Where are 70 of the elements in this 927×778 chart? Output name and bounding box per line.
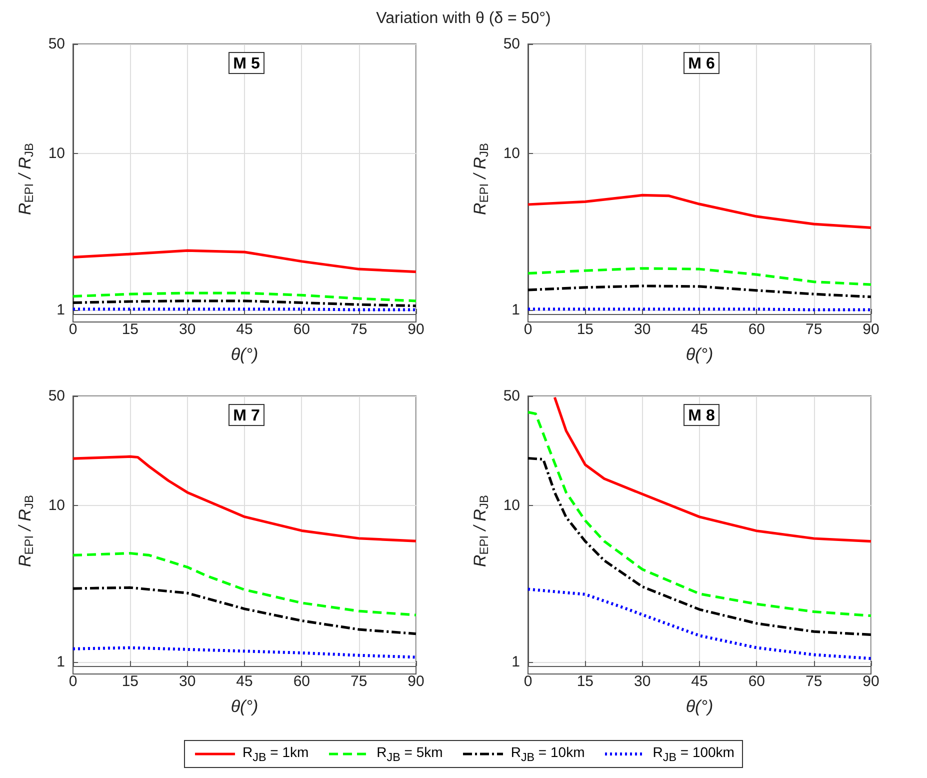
y-tick-label: 1 — [56, 653, 65, 670]
y-tick-label: 50 — [503, 36, 520, 52]
x-tick-label: 90 — [862, 673, 880, 690]
x-tick-label: 75 — [350, 673, 368, 690]
x-tick-label: 75 — [805, 321, 822, 338]
x-tick-label: 45 — [236, 321, 253, 338]
y-tick-label: 1 — [512, 653, 520, 670]
x-tick-label: 30 — [178, 673, 196, 690]
x-tick-label: 15 — [576, 673, 594, 690]
y-axis-title: REPI / RJB — [16, 494, 36, 568]
line-series — [526, 267, 872, 286]
y-tick-label: 50 — [503, 388, 520, 404]
y-tick-label: 10 — [48, 496, 65, 514]
x-tick-label: 75 — [805, 673, 822, 690]
legend-label: R$_{JB}$ = 10km — [510, 744, 585, 764]
x-axis-title: θ(°) — [230, 697, 258, 716]
line-series — [526, 194, 872, 229]
x-tick-label: 60 — [748, 673, 766, 690]
y-tick-label: 10 — [503, 496, 520, 514]
x-axis-title: θ(°) — [686, 345, 714, 364]
text: M 8 — [688, 408, 715, 424]
x-tick-label: 45 — [236, 673, 253, 690]
line-series — [553, 396, 872, 543]
x-axis-title: θ(°) — [686, 697, 714, 716]
x-tick-label: 30 — [634, 321, 651, 338]
y-tick-label: 1 — [512, 301, 520, 318]
legend-label: R$_{JB}$ = 5km — [376, 744, 443, 764]
x-tick-label: 0 — [524, 321, 532, 338]
text: M 7 — [233, 408, 260, 424]
x-tick-label: 60 — [293, 673, 310, 690]
y-tick-label: 50 — [48, 36, 65, 52]
line-series — [72, 586, 418, 636]
line-series — [526, 410, 872, 618]
x-tick-label: 30 — [634, 673, 651, 690]
text: M 5 — [233, 56, 260, 72]
text: Variation with θ (δ = 50°) — [376, 10, 551, 27]
x-tick-label: 0 — [524, 673, 532, 690]
y-tick-label: 50 — [48, 388, 65, 404]
line-series — [526, 588, 872, 660]
x-tick-label: 60 — [293, 321, 310, 338]
line-series — [72, 292, 418, 302]
x-tick-label: 15 — [576, 321, 594, 338]
x-axis-title: θ(°) — [230, 345, 258, 364]
x-tick-label: 0 — [68, 673, 78, 690]
text: M 6 — [688, 56, 715, 72]
line-series — [72, 646, 418, 659]
x-tick-label: 0 — [68, 321, 78, 338]
x-tick-label: 45 — [691, 673, 708, 690]
line-series — [72, 552, 418, 616]
line-series — [526, 456, 872, 636]
x-tick-label: 90 — [408, 321, 424, 338]
x-tick-label: 75 — [350, 321, 368, 338]
y-axis-title: REPI / RJB — [470, 142, 491, 216]
line-series — [72, 249, 418, 274]
y-tick-label: 10 — [48, 144, 65, 162]
x-tick-label: 60 — [748, 321, 766, 338]
line-series — [72, 455, 418, 542]
y-tick-label: 1 — [56, 301, 65, 318]
x-tick-label: 15 — [122, 321, 139, 338]
legend-label: R$_{JB}$ = 1km — [242, 744, 309, 764]
x-tick-label: 30 — [178, 321, 196, 338]
y-tick-label: 10 — [503, 144, 520, 162]
x-tick-label: 45 — [691, 321, 708, 338]
x-tick-label: 90 — [862, 321, 880, 338]
line-series — [526, 284, 872, 298]
legend-label: R$_{JB}$ = 100km — [652, 744, 734, 764]
y-axis-title: REPI / RJB — [16, 142, 36, 216]
y-axis-title: REPI / RJB — [470, 494, 491, 568]
x-tick-label: 90 — [408, 673, 424, 690]
x-tick-label: 15 — [122, 673, 139, 690]
